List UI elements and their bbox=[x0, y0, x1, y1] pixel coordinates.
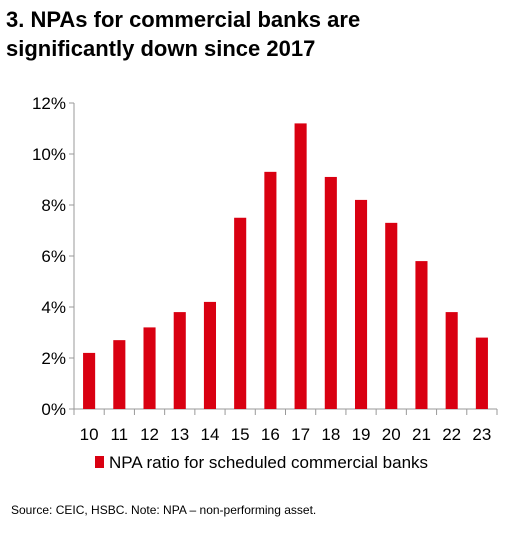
y-tick-label: 8% bbox=[41, 196, 66, 215]
bar-11 bbox=[113, 340, 126, 409]
bar-12 bbox=[143, 327, 156, 409]
y-tick-label: 6% bbox=[41, 247, 66, 266]
bar-16 bbox=[264, 171, 277, 409]
x-tick-label: 21 bbox=[412, 425, 431, 444]
x-tick-label: 16 bbox=[261, 425, 280, 444]
bar-21 bbox=[415, 261, 428, 409]
x-tick-label: 11 bbox=[110, 425, 128, 444]
y-tick-label: 0% bbox=[41, 400, 66, 419]
legend-swatch bbox=[95, 456, 104, 468]
bar-23 bbox=[475, 337, 488, 409]
bar-19 bbox=[354, 199, 368, 409]
bar-series bbox=[83, 123, 488, 410]
bar-20 bbox=[385, 222, 398, 409]
chart-title: 3. NPAs for commercial banks are signifi… bbox=[6, 5, 511, 63]
y-tick-label: 4% bbox=[41, 298, 66, 317]
npa-bar-chart: 0% 2% 4% 6% 8% 10% 12% 10 11 12 13 14 15 16 17 18 19 20 2… bbox=[32, 94, 498, 472]
x-tick-label: 20 bbox=[382, 425, 401, 444]
bar-14 bbox=[203, 301, 217, 409]
x-tick-label: 10 bbox=[80, 425, 99, 444]
x-tick-label: 19 bbox=[352, 425, 371, 444]
x-tick-label: 12 bbox=[140, 425, 159, 444]
x-tick-label: 14 bbox=[201, 425, 220, 444]
x-tick-label: 23 bbox=[472, 425, 491, 444]
chart-title-line-2: significantly down since 2017 bbox=[6, 36, 316, 61]
x-tick-label: 15 bbox=[231, 425, 250, 444]
x-tick-label: 18 bbox=[321, 425, 340, 444]
legend: NPA ratio for scheduled commercial banks bbox=[95, 453, 428, 472]
y-tick-label: 2% bbox=[41, 349, 66, 368]
x-tick-label: 17 bbox=[291, 425, 310, 444]
bar-22 bbox=[445, 312, 458, 409]
bar-18 bbox=[324, 176, 337, 409]
bar-13 bbox=[173, 312, 186, 409]
x-axis: 10 11 12 13 14 15 16 17 18 19 20 21 22 23 bbox=[73, 408, 498, 444]
y-axis: 0% 2% 4% 6% 8% 10% 12% bbox=[32, 94, 75, 419]
source-note: Source: CEIC, HSBC. Note: NPA – non-perf… bbox=[11, 503, 317, 517]
y-tick-label: 12% bbox=[32, 94, 66, 113]
legend-label: NPA ratio for scheduled commercial banks bbox=[109, 453, 428, 472]
chart-title-line-1: 3. NPAs for commercial banks are bbox=[6, 7, 361, 32]
x-tick-label: 13 bbox=[170, 425, 189, 444]
bar-15 bbox=[234, 217, 247, 409]
y-tick-label: 10% bbox=[32, 145, 66, 164]
bar-17 bbox=[294, 123, 307, 410]
bar-10 bbox=[83, 352, 96, 409]
x-tick-label: 22 bbox=[442, 425, 461, 444]
